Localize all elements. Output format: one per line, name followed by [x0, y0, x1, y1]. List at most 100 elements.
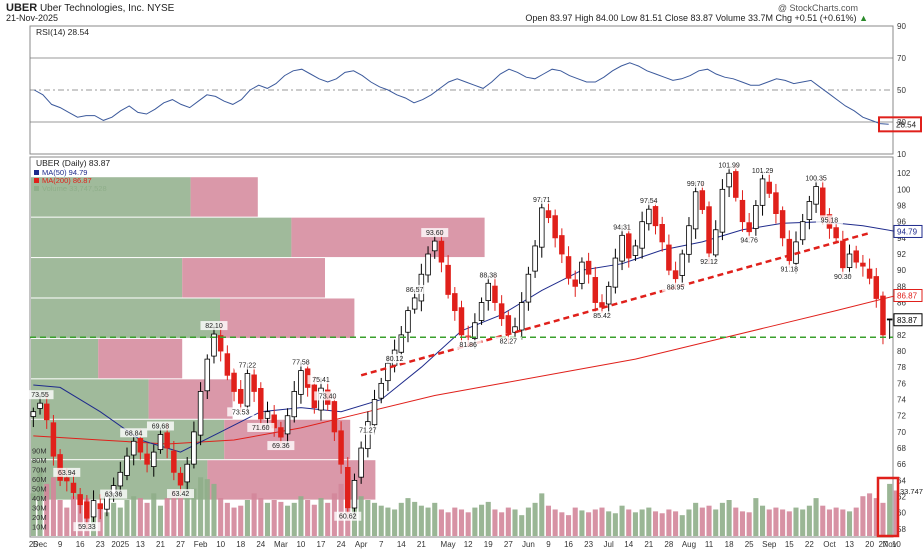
volume-bar: [673, 511, 679, 536]
price-annotation-bg: [815, 215, 843, 225]
volume-bar: [378, 505, 384, 536]
volume-bar: [766, 509, 772, 536]
price-annotation: 99.70: [687, 181, 705, 188]
x-tick-label: 21: [156, 540, 165, 549]
candle-body: [699, 190, 706, 210]
price-annotation-bg: [695, 257, 723, 267]
candle-body: [50, 422, 57, 457]
price-annotation: 77.22: [239, 363, 257, 370]
candle-body: [659, 224, 665, 243]
price-tick-label: 88: [897, 282, 906, 291]
volume-bar: [539, 493, 545, 536]
price-annotation: 75.41: [312, 377, 330, 384]
price-annotation-bg: [494, 336, 522, 346]
candle-body: [258, 387, 264, 420]
volume-bar: [70, 496, 77, 536]
candle-body: [90, 500, 97, 518]
price-tick-label: 78: [897, 363, 906, 372]
price-annotation: 73.53: [232, 409, 250, 416]
price-annotation: 73.55: [31, 392, 49, 399]
volume-bar: [753, 498, 759, 536]
price-tick-label: 100: [897, 185, 911, 194]
price-annotation: 80.12: [386, 356, 404, 363]
volume-bar: [204, 479, 210, 536]
candle-body: [753, 205, 759, 229]
volume-bar: [224, 502, 230, 536]
candle-body: [231, 372, 237, 392]
volume-bar: [50, 477, 56, 536]
price-tick-label: 80: [897, 347, 906, 356]
price-annotation: 59.33: [78, 524, 96, 531]
volume-bar: [432, 502, 438, 536]
ma200-last-label: 86.87: [897, 291, 918, 300]
x-tick-label: Feb: [194, 540, 208, 549]
volume-bar: [719, 502, 725, 536]
price-annotation: 95.18: [821, 217, 839, 224]
price-annotation-bg: [662, 282, 690, 292]
volume-bar: [77, 502, 83, 536]
candle-body: [779, 210, 786, 239]
volume-bar: [104, 512, 110, 536]
candle-body: [626, 233, 632, 259]
volume-bar: [706, 505, 712, 536]
candle-body: [746, 222, 752, 233]
candle-body: [431, 240, 438, 252]
candle-body: [264, 411, 271, 419]
candle-body: [806, 201, 813, 220]
price-annotation: 68.84: [125, 430, 143, 437]
candle-body: [211, 333, 217, 357]
volume-bar: [559, 512, 565, 536]
candle-body: [545, 210, 552, 219]
legend-entry: Volume 33,747,528: [42, 184, 107, 193]
price-annotation-bg: [146, 421, 174, 431]
price-tick-label: 92: [897, 250, 906, 259]
candle-body: [30, 411, 37, 417]
candle-body: [559, 235, 565, 255]
price-tick-label: 102: [897, 169, 911, 178]
volume-bar: [867, 493, 873, 536]
volume-bar: [144, 502, 150, 536]
candle-body: [712, 229, 719, 256]
x-tick-label: 10: [216, 540, 225, 549]
candle-body: [505, 315, 512, 334]
volume-bar: [418, 505, 424, 536]
ma200-last-label-box: [893, 288, 923, 302]
volume-bar: [157, 505, 163, 536]
price-annotation-bg: [682, 178, 710, 188]
candle-body: [358, 447, 364, 478]
candle-body: [217, 335, 224, 352]
candle-body: [719, 188, 726, 233]
volume-bar: [452, 507, 458, 536]
volume-bar: [599, 507, 605, 536]
candle-body: [445, 264, 451, 295]
volume-tick-label: 20M: [32, 513, 47, 522]
volume-bar: [726, 500, 732, 536]
volume-bar: [806, 505, 812, 536]
price-tick-label: 86: [897, 299, 906, 308]
volume-bar: [151, 493, 157, 536]
price-annotation: 93.60: [426, 230, 444, 237]
candle-body: [485, 282, 492, 302]
candle-body: [452, 293, 458, 312]
volume-bar: [291, 502, 297, 536]
price-tick-label: 96: [897, 218, 906, 227]
price-tick-label: 90: [897, 266, 906, 275]
chart-date: 21-Nov-2025: [6, 13, 59, 23]
volume-bar: [813, 498, 819, 536]
candle-body: [585, 260, 592, 275]
x-tick-label: 12: [464, 540, 473, 549]
price-tick-label: 58: [897, 525, 906, 534]
volume-bar: [739, 511, 746, 536]
x-tick-label: 13: [845, 540, 854, 549]
candle-body: [512, 326, 518, 333]
price-annotation: 90.30: [834, 274, 852, 281]
volume-bar: [137, 498, 143, 536]
company-name: Uber Technologies, Inc.: [39, 3, 145, 14]
price-annotation: 60.62: [339, 514, 357, 521]
x-tick-label: 25: [29, 540, 38, 549]
candle-body: [177, 472, 184, 486]
x-tick-label: 28: [664, 540, 673, 549]
candle-body: [525, 273, 532, 303]
volume-bar: [505, 507, 511, 536]
